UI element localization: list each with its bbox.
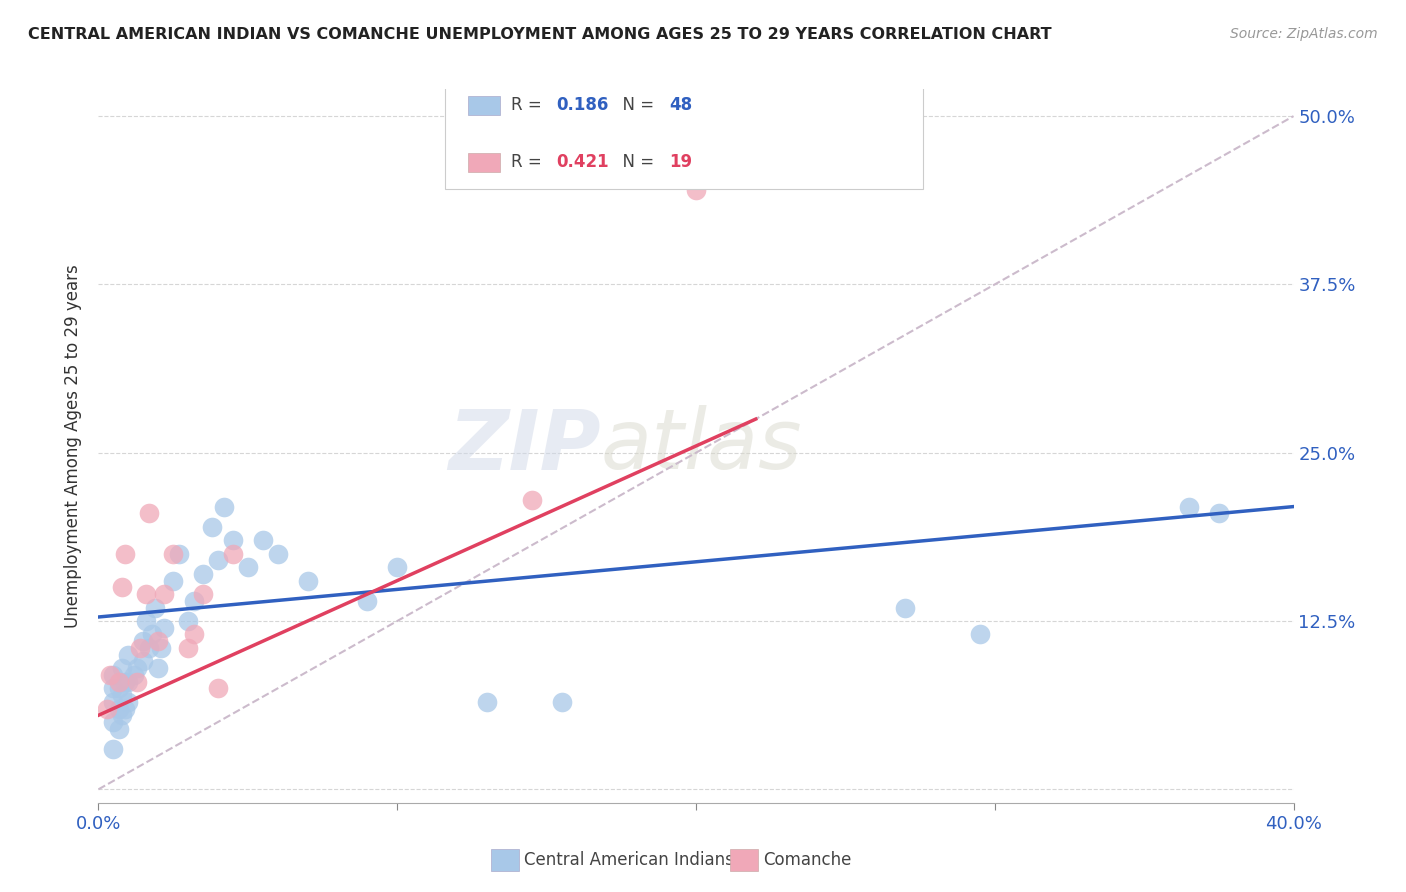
- Point: [267, 547, 290, 561]
- Point: [103, 681, 125, 696]
- Point: [108, 701, 131, 715]
- Point: [108, 674, 131, 689]
- Point: [96, 701, 118, 715]
- Point: [385, 560, 409, 574]
- Point: [111, 580, 134, 594]
- Point: [162, 547, 184, 561]
- Y-axis label: Unemployment Among Ages 25 to 29 years: Unemployment Among Ages 25 to 29 years: [65, 264, 83, 628]
- Point: [100, 668, 122, 682]
- Point: [132, 634, 155, 648]
- Text: ZIP: ZIP: [447, 406, 600, 486]
- Text: 19: 19: [669, 153, 693, 171]
- Text: N =: N =: [613, 153, 659, 171]
- Point: [114, 547, 136, 561]
- Point: [103, 668, 125, 682]
- Point: [132, 655, 155, 669]
- FancyBboxPatch shape: [468, 153, 501, 172]
- Text: N =: N =: [613, 96, 659, 114]
- Point: [108, 722, 131, 736]
- Point: [222, 533, 245, 548]
- Point: [138, 506, 160, 520]
- Point: [252, 533, 274, 548]
- Point: [167, 547, 190, 561]
- Point: [162, 574, 184, 588]
- Point: [297, 574, 319, 588]
- FancyBboxPatch shape: [468, 95, 501, 115]
- Point: [191, 587, 214, 601]
- Point: [177, 614, 200, 628]
- Point: [103, 695, 125, 709]
- Text: 48: 48: [669, 96, 693, 114]
- Point: [183, 594, 205, 608]
- Point: [114, 674, 136, 689]
- Text: atlas: atlas: [600, 406, 801, 486]
- Point: [127, 674, 149, 689]
- Point: [111, 708, 134, 723]
- Point: [153, 621, 176, 635]
- Text: Source: ZipAtlas.com: Source: ZipAtlas.com: [1230, 27, 1378, 41]
- Text: R =: R =: [510, 96, 547, 114]
- Text: Central American Indians: Central American Indians: [524, 851, 734, 869]
- FancyBboxPatch shape: [444, 82, 922, 189]
- Point: [894, 600, 917, 615]
- Point: [520, 492, 543, 507]
- Point: [135, 587, 157, 601]
- Point: [138, 640, 160, 655]
- Text: 0.186: 0.186: [557, 96, 609, 114]
- Point: [1178, 500, 1201, 514]
- Point: [117, 674, 139, 689]
- Point: [103, 742, 125, 756]
- Point: [111, 688, 134, 702]
- Point: [201, 520, 224, 534]
- Point: [127, 661, 149, 675]
- Point: [108, 681, 131, 696]
- Text: R =: R =: [510, 153, 547, 171]
- Point: [143, 600, 166, 615]
- Point: [117, 648, 139, 662]
- Point: [153, 587, 176, 601]
- Point: [129, 640, 152, 655]
- Point: [356, 594, 378, 608]
- Text: CENTRAL AMERICAN INDIAN VS COMANCHE UNEMPLOYMENT AMONG AGES 25 TO 29 YEARS CORRE: CENTRAL AMERICAN INDIAN VS COMANCHE UNEM…: [28, 27, 1052, 42]
- Point: [969, 627, 991, 641]
- Point: [212, 500, 235, 514]
- Point: [222, 547, 245, 561]
- Text: 0.421: 0.421: [557, 153, 609, 171]
- Point: [117, 695, 139, 709]
- Point: [207, 553, 229, 567]
- Point: [124, 668, 146, 682]
- Point: [236, 560, 259, 574]
- Point: [191, 566, 214, 581]
- Point: [135, 614, 157, 628]
- Point: [141, 627, 163, 641]
- Point: [114, 701, 136, 715]
- Point: [148, 661, 170, 675]
- Point: [148, 634, 170, 648]
- Point: [150, 640, 173, 655]
- Point: [111, 661, 134, 675]
- Point: [183, 627, 205, 641]
- Text: Comanche: Comanche: [763, 851, 852, 869]
- Point: [550, 695, 572, 709]
- Point: [177, 640, 200, 655]
- Point: [103, 714, 125, 729]
- Point: [207, 681, 229, 696]
- Point: [1208, 506, 1230, 520]
- Point: [685, 183, 707, 197]
- Point: [475, 695, 498, 709]
